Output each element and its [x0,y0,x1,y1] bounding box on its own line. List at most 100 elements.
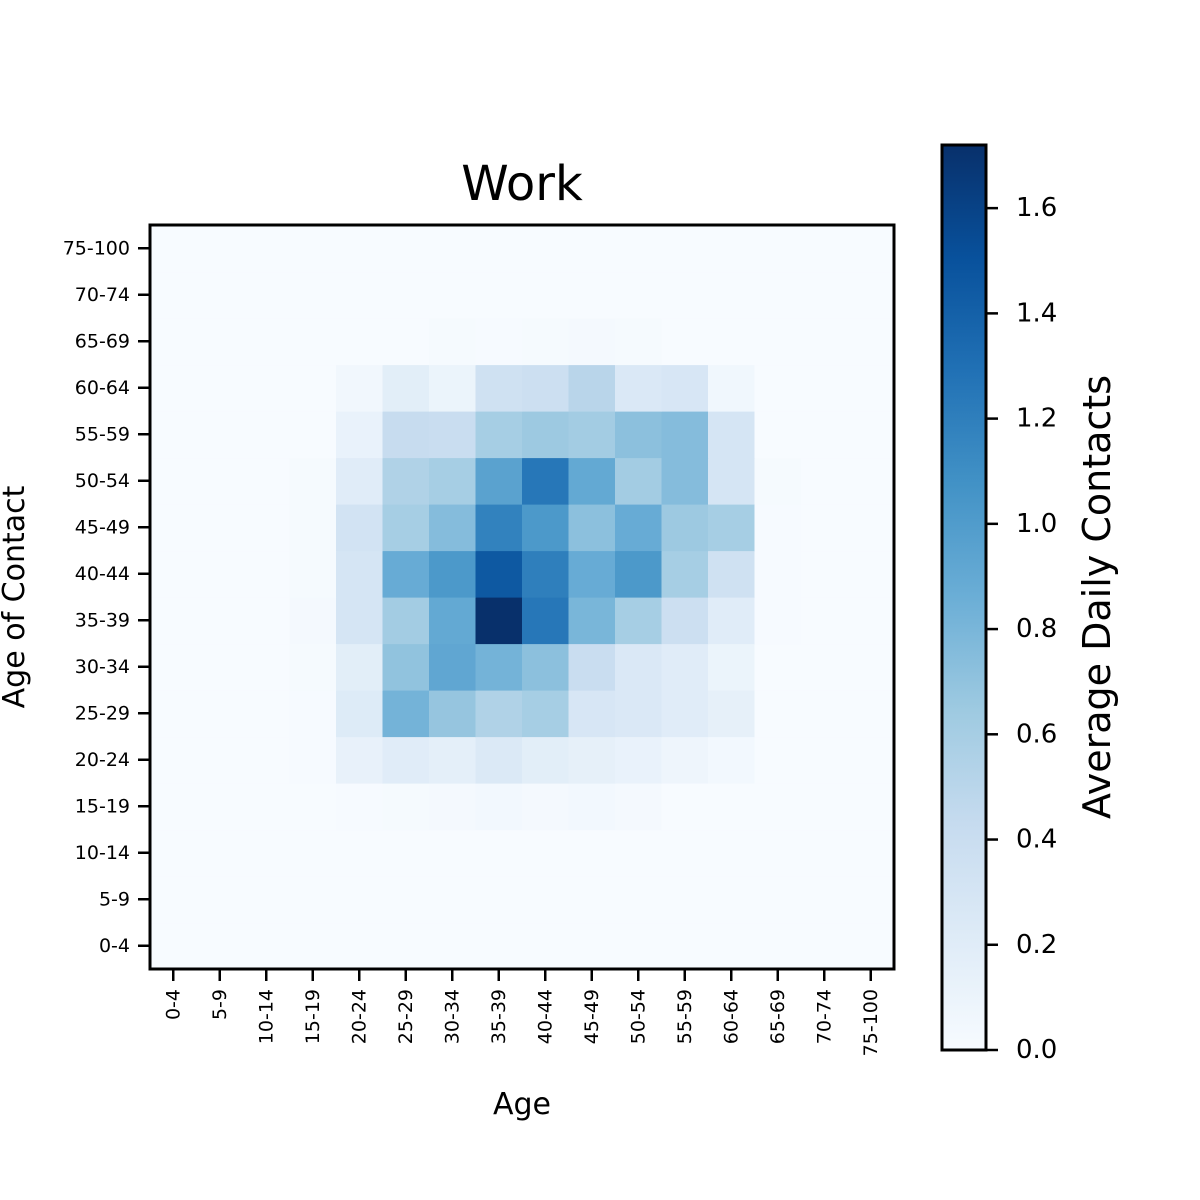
heatmap-cell [243,690,291,738]
heatmap-cell [754,597,802,645]
heatmap-cell [196,876,244,924]
heatmap-cell [336,504,384,552]
colorbar-ticks: 0.0 0.2 0.4 0.6 0.8 1.0 1.2 1.4 1.6 [986,193,1057,1065]
heatmap-cell [429,690,477,738]
heatmap-cell [429,829,477,877]
y-tick-label: 20-24 [75,749,130,771]
y-tick-label: 0-4 [99,935,130,957]
heatmap-cell [336,364,384,412]
heatmap-cell [429,504,477,552]
heatmap-cell [475,597,523,645]
y-tick-label: 45-49 [75,516,130,538]
heatmap-cell [289,597,337,645]
colorbar-tick-label: 1.0 [1016,509,1057,539]
y-tick-label: 40-44 [75,563,130,585]
heatmap-cell [754,225,802,273]
heatmap-cell [754,643,802,691]
colorbar-tick-label: 1.2 [1016,404,1057,434]
heatmap-cell [754,783,802,831]
heatmap-cell [150,457,198,505]
heatmap-cell [150,504,198,552]
heatmap-cell [754,364,802,412]
heatmap-cell [568,643,616,691]
heatmap-cells [150,225,895,970]
heatmap-cell [382,271,430,319]
heatmap-cell [754,876,802,924]
heatmap-cell [336,225,384,273]
y-tick-label: 10-14 [75,842,130,864]
heatmap-cell [661,643,709,691]
colorbar-tick-label: 1.4 [1016,298,1057,328]
heatmap-cell [429,225,477,273]
heatmap-cell [847,364,895,412]
heatmap-cell [196,364,244,412]
heatmap-cell [150,411,198,459]
heatmap-cell [289,318,337,366]
heatmap-cell [568,271,616,319]
heatmap-cell [336,922,384,970]
heatmap-cell [754,318,802,366]
heatmap-cell [522,457,570,505]
heatmap-cell [801,411,849,459]
heatmap-cell [801,829,849,877]
heatmap-cell [475,271,523,319]
colorbar-tick-label: 0.2 [1016,930,1057,960]
heatmap-cell [522,597,570,645]
heatmap-cell [243,318,291,366]
heatmap-cell [382,364,430,412]
heatmap-cell [429,364,477,412]
heatmap-cell [475,922,523,970]
heatmap-cell [615,922,663,970]
heatmap-cell [382,457,430,505]
heatmap-cell [801,690,849,738]
heatmap-cell [568,783,616,831]
heatmap-cell [196,550,244,598]
heatmap-cell [196,411,244,459]
heatmap-cell [568,922,616,970]
heatmap-cell [615,829,663,877]
heatmap-cell [708,411,756,459]
heatmap-cell [801,457,849,505]
heatmap-cell [708,690,756,738]
x-tick-label: 30-34 [441,989,463,1044]
heatmap-cell [429,922,477,970]
heatmap-cell [522,504,570,552]
x-tick-label: 20-24 [348,989,370,1044]
heatmap-cell [522,783,570,831]
y-axis-ticks: 0-4 5-9 10-14 15-19 20-24 25-29 30-34 35-39 40-4… [63,237,150,957]
heatmap-cell [336,783,384,831]
heatmap-cell [661,736,709,784]
heatmap-cell [289,783,337,831]
heatmap-cell [336,318,384,366]
heatmap-cell [382,411,430,459]
heatmap-cell [568,504,616,552]
chart-title: Work [461,156,583,212]
heatmap-cell [615,411,663,459]
heatmap-cell [708,271,756,319]
y-axis-label: Age of Contact [0,485,32,708]
heatmap-cell [801,225,849,273]
heatmap-cell [289,225,337,273]
heatmap-cell [150,597,198,645]
heatmap-cell [429,457,477,505]
heatmap-cell [196,783,244,831]
heatmap-cell [429,550,477,598]
heatmap-cell [429,411,477,459]
heatmap-cell [801,364,849,412]
heatmap-cell [708,597,756,645]
plot-frame [148,223,896,971]
heatmap-cell [382,318,430,366]
heatmap-cell [475,457,523,505]
heatmap-cell [382,597,430,645]
heatmap-cell [568,225,616,273]
heatmap-cell [196,225,244,273]
heatmap-cell [568,364,616,412]
heatmap-cell [429,643,477,691]
heatmap-cell [429,736,477,784]
heatmap-cell [150,922,198,970]
x-tick-label: 60-64 [720,989,742,1044]
heatmap-cell [243,736,291,784]
heatmap-cell [847,271,895,319]
heatmap-cell [475,736,523,784]
heatmap-cell [568,457,616,505]
